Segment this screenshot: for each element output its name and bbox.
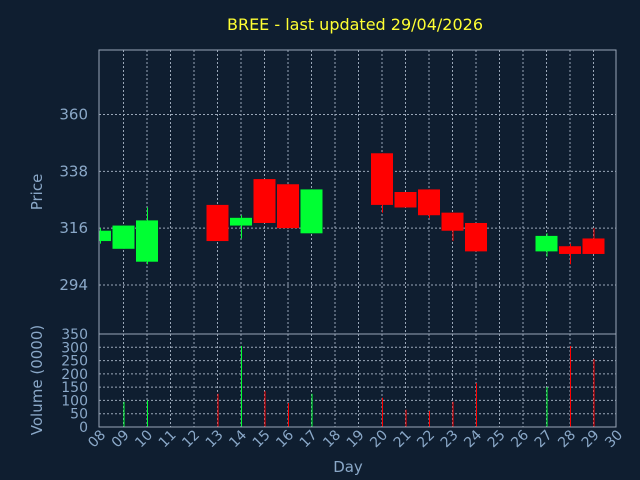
candle-body	[277, 184, 299, 229]
candle-body	[230, 217, 252, 226]
volume-bar	[405, 409, 407, 427]
volume-bar	[452, 401, 454, 427]
price-tick-label: 338	[59, 162, 88, 180]
candle-body	[394, 192, 417, 208]
price-tick-label: 316	[59, 219, 88, 237]
volume-axis-title: Volume (0000)	[28, 325, 46, 435]
volume-tick-label: 200	[61, 367, 88, 383]
candle-body	[300, 189, 323, 234]
price-tick-label: 360	[59, 106, 88, 124]
day-axis: 08 09 10 11 12 13 14 15 16 17 18 19 20 21 22 23 24 25 26 27…	[85, 427, 626, 451]
volume-bar	[147, 400, 148, 427]
volume-bar	[241, 345, 242, 427]
candle-body	[206, 204, 229, 242]
volume-bar	[288, 403, 289, 427]
volume-bar	[593, 359, 595, 427]
price-candles	[99, 153, 605, 265]
volume-bar	[123, 401, 125, 427]
candle-body	[582, 238, 605, 254]
candle-body	[559, 246, 581, 254]
volume-tick-label: 0	[79, 420, 88, 436]
volume-bar	[217, 393, 219, 427]
volume-bars	[123, 345, 595, 427]
chart-title: BREE - last updated 29/04/2026	[227, 15, 483, 34]
candle-body	[99, 230, 111, 242]
day-axis-title: Day	[333, 458, 363, 476]
volume-bar	[382, 397, 383, 427]
candle-body	[136, 220, 158, 262]
candle-body	[441, 212, 464, 231]
volume-tick-label: 150	[61, 380, 88, 396]
volume-bar	[476, 383, 477, 427]
volume-tick-label: 100	[61, 393, 88, 409]
volume-bar	[264, 391, 266, 427]
price-y-axis: 294 316 338 360	[59, 106, 88, 294]
volume-tick-label: 300	[61, 340, 88, 356]
candle-body	[371, 153, 393, 205]
price-tick-label: 294	[59, 276, 88, 294]
candle-body	[465, 222, 487, 252]
volume-tick-label: 250	[61, 354, 88, 370]
volume-tick-label: 350	[61, 327, 88, 343]
volume-bar	[570, 345, 571, 427]
candle-body	[418, 189, 440, 216]
volume-bar	[546, 387, 548, 427]
volume-bar	[311, 393, 313, 427]
price-axis-title: Price	[28, 174, 46, 211]
candle-body	[253, 179, 276, 223]
volume-tick-label: 50	[70, 407, 88, 423]
candle-body	[535, 235, 558, 252]
volume-plot-frame	[98, 333, 617, 428]
volume-bar	[429, 411, 430, 427]
candle-body	[112, 225, 135, 249]
